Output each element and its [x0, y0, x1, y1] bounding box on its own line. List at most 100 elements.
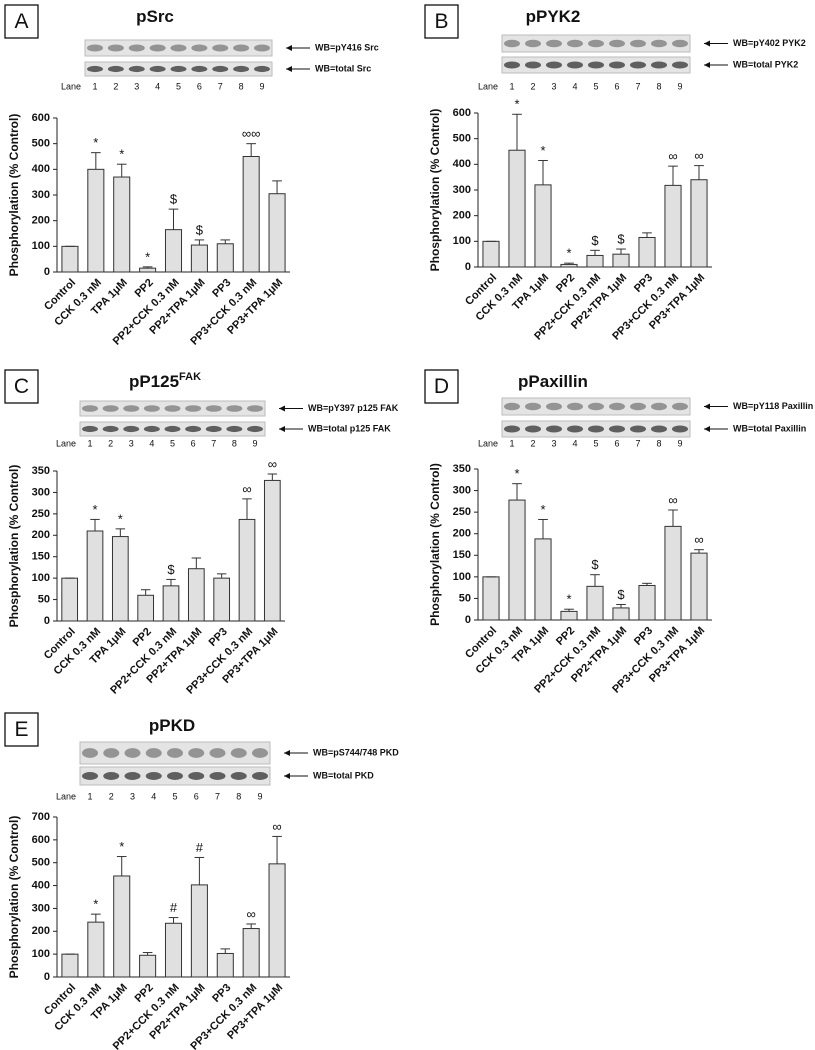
error-bar	[272, 835, 282, 864]
blot-band	[103, 748, 120, 758]
lane-number: 2	[530, 81, 535, 91]
error-bar	[267, 473, 278, 481]
bar	[508, 149, 526, 268]
bar	[164, 922, 183, 978]
bar	[242, 928, 260, 978]
blot-band	[630, 402, 646, 411]
bar	[216, 243, 234, 273]
arrow-head	[279, 426, 285, 432]
blot-band	[212, 44, 229, 52]
arrow-head	[286, 66, 292, 72]
lane-number: 4	[572, 438, 577, 448]
blot-band	[609, 425, 625, 433]
y-tick-label: 350	[32, 465, 50, 477]
bar	[268, 193, 286, 273]
lane-number: 7	[211, 438, 216, 448]
bar	[560, 263, 578, 268]
arrow-head	[704, 40, 710, 47]
error-bar	[142, 952, 153, 956]
error-bar	[538, 159, 548, 185]
blot-band	[609, 39, 625, 48]
error-bar	[91, 913, 101, 923]
blot-band	[252, 748, 268, 758]
bar	[508, 499, 526, 621]
error-bar	[538, 518, 548, 539]
significance-marker: *	[92, 502, 97, 517]
arrow-head	[284, 773, 290, 779]
blot-band	[230, 748, 247, 758]
y-tick-label: 700	[32, 811, 50, 823]
y-tick-label: 0	[44, 971, 50, 983]
blot-band	[609, 402, 625, 411]
lane-label: Lane	[56, 791, 76, 801]
blot-band	[546, 402, 562, 411]
blot-band	[630, 39, 646, 48]
bar	[690, 179, 708, 268]
lane-number: 2	[109, 791, 114, 801]
bar	[216, 952, 234, 978]
lane-number: 9	[252, 438, 257, 448]
blot-band	[170, 65, 187, 73]
bar	[190, 244, 208, 273]
lane-number: 4	[149, 438, 154, 448]
lane-number: 7	[635, 81, 640, 91]
lane-label: Lane	[61, 81, 81, 91]
error-bar	[694, 165, 704, 180]
significance-marker: #	[170, 900, 178, 915]
lane-number: 5	[176, 81, 181, 91]
error-bar	[668, 509, 678, 527]
error-bar	[246, 143, 256, 157]
title-text: pPKD	[149, 716, 195, 735]
blot-band	[247, 425, 263, 433]
error-bar	[246, 923, 256, 929]
blot-band	[82, 405, 98, 412]
lane-number: 4	[572, 81, 577, 91]
bar	[238, 518, 256, 622]
blot-band	[254, 44, 270, 52]
significance-marker: *	[540, 143, 545, 158]
y-tick-label: 250	[453, 506, 471, 518]
blot-band	[651, 425, 667, 433]
blot-label: WB=total Src	[315, 63, 371, 73]
bar	[87, 921, 105, 978]
y-tick-label: 400	[32, 879, 50, 891]
blot-band	[191, 65, 208, 73]
bar	[534, 538, 552, 621]
lane-number: 3	[130, 791, 135, 801]
y-axis-label: Phosphorylation (% Control)	[428, 109, 442, 272]
lane-number: 8	[232, 438, 237, 448]
blot-band	[651, 39, 667, 48]
lane-number: 1	[509, 81, 514, 91]
lane-number: 5	[170, 438, 175, 448]
blot-band	[170, 44, 187, 52]
y-tick-label: 0	[465, 261, 471, 273]
blot-band	[209, 772, 226, 780]
blot-label: WB=pY416 Src	[315, 42, 379, 52]
y-tick-label: 50	[38, 593, 50, 605]
blot-band	[209, 748, 226, 758]
blot-band	[525, 402, 541, 411]
lane-number: 3	[551, 438, 556, 448]
blot-band	[546, 39, 562, 48]
blot-band	[123, 405, 140, 412]
panel-letter: C	[14, 375, 29, 398]
y-tick-label: 300	[32, 486, 50, 498]
significance-marker: ∞	[694, 532, 703, 547]
y-tick-label: 400	[32, 163, 50, 175]
error-bar	[242, 498, 252, 520]
blot-band	[164, 405, 181, 412]
blot-band	[588, 39, 604, 48]
significance-marker: #	[196, 840, 204, 855]
bar	[482, 576, 500, 621]
blot-label: WB=total p125 FAK	[308, 423, 391, 433]
blot-band	[504, 402, 520, 411]
significance-marker: $	[617, 231, 625, 246]
blot-label: WB=pY397 p125 FAK	[308, 403, 399, 413]
panel-letter-box	[424, 369, 459, 404]
arrow-head	[284, 750, 290, 756]
lane-number: 1	[92, 81, 97, 91]
panel-letter-box	[4, 4, 39, 39]
lane-number: 8	[239, 81, 244, 91]
blot-band	[205, 425, 222, 433]
bar	[242, 156, 260, 273]
